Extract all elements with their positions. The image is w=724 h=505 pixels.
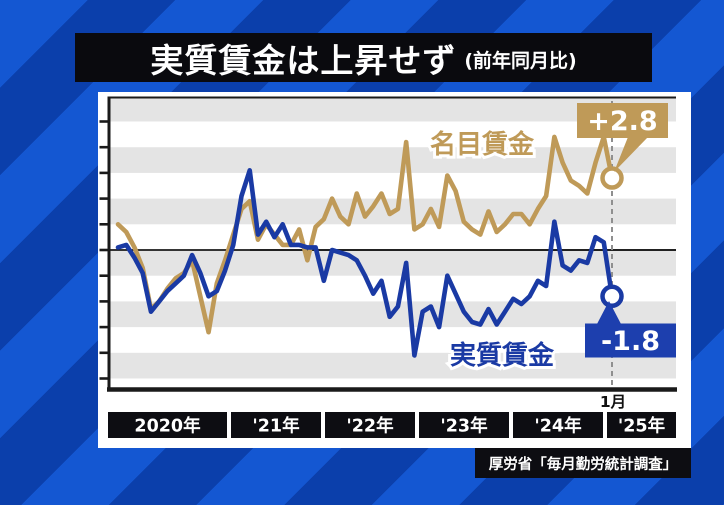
- real-series-label: 実質賃金: [450, 340, 555, 371]
- page-title: 実質賃金は上昇せず: [150, 40, 457, 80]
- page-title-subtext: (前年同月比): [464, 50, 577, 72]
- x-axis-year-boxes: 2020年 '21年 '22年 '23年 '24年 '25年: [108, 412, 676, 438]
- year-box-label: '22年: [346, 416, 394, 437]
- source-label: 厚労省「毎月勤労統計調査」: [488, 456, 678, 473]
- real-callout-box: [585, 323, 676, 358]
- y-axis: 5.04.03.02.01.00.0-1.0-2.0-3.0-4.0-5.0: [99, 120, 108, 380]
- nominal-series-label: 名目賃金: [430, 129, 535, 160]
- line-名目賃金: [115, 134, 615, 335]
- title-bar: 実質賃金は上昇せず (前年同月比): [75, 33, 652, 82]
- latest-month-label: 1月: [600, 393, 626, 411]
- year-box: [419, 412, 509, 438]
- stripe-band: [108, 147, 676, 173]
- line-実質賃金: [115, 168, 615, 358]
- year-box: [325, 412, 415, 438]
- nominal-callout-box: [577, 103, 668, 138]
- real-callout: -1.8: [585, 301, 676, 358]
- nominal-callout-tail: [614, 137, 648, 172]
- year-box: [231, 412, 321, 438]
- nominal-callout-value: +2.8: [587, 106, 657, 137]
- end-marker-実質賃金: [600, 284, 624, 309]
- year-box-label: '25年: [618, 416, 666, 437]
- end-point-markers: [600, 166, 624, 309]
- nominal-callout: +2.8: [577, 103, 668, 172]
- end-marker-名目賃金: [600, 166, 624, 190]
- year-box-label: '21年: [252, 416, 300, 437]
- stripe-band: [108, 352, 676, 379]
- data-lines: [115, 134, 615, 358]
- wage-line-chart: 5.04.03.02.01.00.0-1.0-2.0-3.0-4.0-5.0 名…: [99, 96, 677, 438]
- year-box-label: '24年: [534, 416, 582, 437]
- year-box: [108, 412, 227, 438]
- chart-panel: 5.04.03.02.01.00.0-1.0-2.0-3.0-4.0-5.0 名…: [98, 92, 691, 448]
- year-box: [513, 412, 603, 438]
- year-box-label: '23年: [440, 416, 488, 437]
- year-box: [607, 412, 676, 438]
- source-box: 厚労省「毎月勤労統計調査」: [475, 448, 691, 478]
- year-box-label: 2020年: [134, 416, 201, 437]
- real-callout-value: -1.8: [601, 326, 660, 357]
- real-callout-tail: [597, 301, 621, 324]
